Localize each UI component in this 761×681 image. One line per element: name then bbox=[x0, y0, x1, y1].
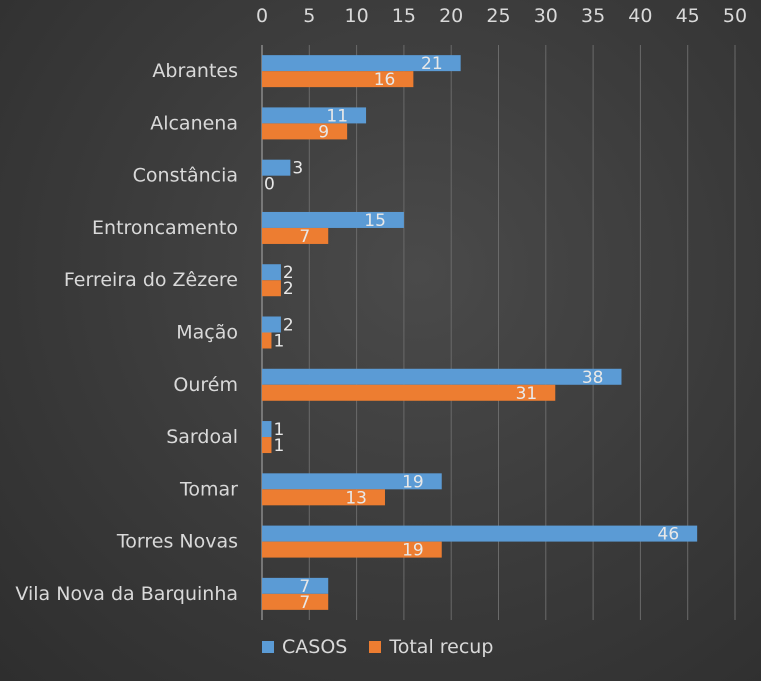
data-label-total-recup-6: 31 bbox=[516, 384, 538, 404]
data-label-casos-10: 7 bbox=[299, 577, 310, 597]
bar-total-recup-10 bbox=[262, 593, 329, 610]
bar-total-recup-7 bbox=[262, 437, 272, 454]
legend-swatch-total-recup bbox=[369, 641, 382, 653]
x-tick-label-25: 25 bbox=[486, 5, 510, 27]
data-label-total-recup-0: 16 bbox=[374, 70, 396, 90]
x-tick-label-15: 15 bbox=[392, 5, 416, 27]
x-tick-label-30: 30 bbox=[534, 5, 558, 27]
bar-casos-9 bbox=[262, 525, 698, 542]
bars bbox=[262, 55, 698, 610]
data-label-total-recup-5: 1 bbox=[273, 332, 284, 352]
x-tick-label-5: 5 bbox=[303, 5, 315, 27]
data-label-casos-5: 2 bbox=[283, 316, 294, 336]
bar-casos-1 bbox=[262, 107, 367, 124]
bar-total-recup-9 bbox=[262, 541, 442, 558]
bar-casos-0 bbox=[262, 55, 461, 72]
data-label-total-recup-10: 7 bbox=[299, 593, 310, 613]
category-label-2: Constância bbox=[133, 165, 238, 187]
data-label-casos-4: 2 bbox=[283, 263, 294, 283]
bar-total-recup-1 bbox=[262, 123, 348, 140]
bar-total-recup-8 bbox=[262, 489, 385, 506]
category-label-4: Ferreira do Zêzere bbox=[64, 269, 238, 291]
x-tick-label-0: 0 bbox=[256, 5, 268, 27]
gridlines bbox=[261, 45, 736, 620]
bar-total-recup-0 bbox=[262, 71, 414, 88]
legend-item-total-recup: Total recup bbox=[369, 636, 493, 658]
data-label-casos-0: 21 bbox=[421, 54, 443, 74]
legend-label-casos: CASOS bbox=[282, 636, 348, 658]
category-label-6: Ourém bbox=[173, 374, 238, 396]
bar-casos-6 bbox=[262, 368, 622, 385]
legend-item-casos: CASOS bbox=[262, 636, 347, 658]
bar-casos-10 bbox=[262, 577, 329, 594]
bar-casos-4 bbox=[262, 264, 281, 281]
bar-total-recup-4 bbox=[262, 280, 281, 297]
bar-total-recup-5 bbox=[262, 332, 272, 349]
legend: CASOS Total recup bbox=[262, 636, 493, 658]
category-label-7: Sardoal bbox=[166, 426, 238, 448]
x-tick-label-10: 10 bbox=[345, 5, 369, 27]
x-tick-label-50: 50 bbox=[723, 5, 747, 27]
bar-casos-7 bbox=[262, 421, 272, 438]
category-axis: Abrantes Alcanena Constância Entroncamento F… bbox=[15, 60, 238, 605]
data-label-casos-8: 19 bbox=[402, 472, 424, 492]
data-label-total-recup-9: 19 bbox=[402, 541, 424, 561]
data-label-total-recup-4: 2 bbox=[283, 279, 294, 299]
category-label-9: Torres Novas bbox=[116, 531, 238, 553]
data-label-total-recup-8: 13 bbox=[345, 488, 367, 508]
data-label-casos-6: 38 bbox=[582, 368, 604, 388]
data-label-total-recup-3: 7 bbox=[299, 227, 310, 247]
bar-total-recup-6 bbox=[262, 384, 556, 401]
bar-total-recup-3 bbox=[262, 227, 329, 244]
data-label-total-recup-1: 9 bbox=[318, 122, 329, 142]
data-label-total-recup-7: 1 bbox=[273, 436, 284, 456]
x-tick-label-45: 45 bbox=[676, 5, 700, 27]
data-label-casos-1: 11 bbox=[326, 106, 348, 126]
legend-swatch-casos bbox=[262, 641, 274, 653]
x-tick-label-35: 35 bbox=[581, 5, 605, 27]
data-label-casos-9: 46 bbox=[658, 525, 680, 545]
bar-casos-8 bbox=[262, 473, 442, 490]
x-tick-label-40: 40 bbox=[628, 5, 652, 27]
category-label-3: Entroncamento bbox=[92, 217, 238, 239]
category-label-1: Alcanena bbox=[150, 112, 238, 134]
bar-casos-5 bbox=[262, 316, 281, 333]
data-label-total-recup-2: 0 bbox=[264, 175, 275, 195]
category-label-0: Abrantes bbox=[152, 60, 238, 82]
bar-casos-3 bbox=[262, 211, 404, 228]
x-tick-label-20: 20 bbox=[439, 5, 463, 27]
x-axis-ticks: 0 5 10 15 20 25 30 35 40 45 50 bbox=[256, 5, 747, 27]
legend-label-total-recup: Total recup bbox=[389, 636, 494, 658]
category-label-10: Vila Nova da Barquinha bbox=[15, 583, 238, 605]
data-label-casos-2: 3 bbox=[292, 159, 303, 179]
bar-casos-2 bbox=[262, 159, 291, 176]
data-label-casos-7: 1 bbox=[273, 420, 284, 440]
data-label-casos-3: 15 bbox=[364, 211, 386, 231]
category-label-8: Tomar bbox=[179, 478, 238, 500]
category-label-5: Mação bbox=[176, 322, 238, 344]
